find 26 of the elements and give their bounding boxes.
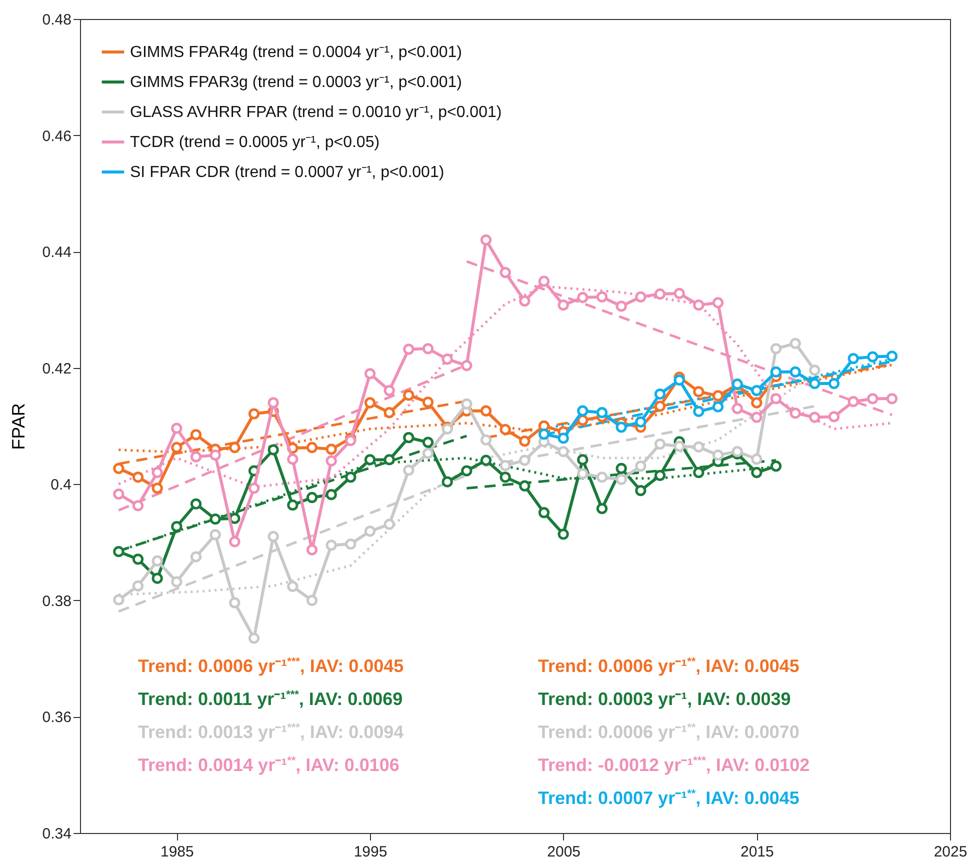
y-tick-label: 0.46 bbox=[42, 128, 72, 145]
x-tick-label: 2005 bbox=[547, 844, 581, 858]
y-tick-label: 0.34 bbox=[42, 826, 72, 842]
annotation: Trend: 0.0003 yr⁻¹, IAV: 0.0039 bbox=[538, 688, 791, 710]
legend-label: GIMMS FPAR3g (trend = 0.0003 yr⁻¹, p<0.001) bbox=[130, 74, 462, 91]
annotation: Trend: 0.0011 yr⁻¹$^{***}$, IAV: 0.0069 bbox=[138, 688, 403, 710]
y-tick-label: 0.44 bbox=[42, 244, 72, 262]
annotation: Trend: 0.0006 yr⁻¹$^{***}$, IAV: 0.0045 bbox=[138, 655, 404, 677]
y-tick-label: 0.36 bbox=[42, 709, 72, 726]
annotation: Trend: 0.0006 yr⁻¹$^{**}$, IAV: 0.0045 bbox=[538, 655, 800, 677]
annotation: Trend: -0.0012 yr⁻¹$^{***}$, IAV: 0.0102 bbox=[538, 754, 810, 776]
legend-label: SI FPAR CDR (trend = 0.0007 yr⁻¹, p<0.001) bbox=[130, 164, 444, 181]
y-tick-label: 0.48 bbox=[42, 12, 72, 28]
x-tick-label: 1985 bbox=[160, 844, 194, 858]
annotation: Trend: 0.0014 yr⁻¹$^{**}$, IAV: 0.0106 bbox=[138, 754, 400, 776]
legend-label: GLASS AVHRR FPAR (trend = 0.0010 yr⁻¹, p<0.001) bbox=[130, 104, 502, 121]
x-tick-label: 1995 bbox=[354, 844, 388, 858]
annotation: Trend: 0.0007 yr⁻¹$^{**}$, IAV: 0.0045 bbox=[538, 787, 800, 809]
y-tick-label: 0.4 bbox=[50, 476, 72, 494]
legend-label: GIMMS FPAR4g (trend = 0.0004 yr⁻¹, p<0.001) bbox=[130, 44, 462, 61]
legend-label: TCDR (trend = 0.0005 yr⁻¹, p<0.05) bbox=[130, 134, 380, 151]
y-tick-label: 0.38 bbox=[42, 592, 72, 610]
y-axis-title: FPAR bbox=[8, 403, 28, 450]
y-tick-label: 0.42 bbox=[42, 360, 72, 378]
x-tick-label: 2015 bbox=[740, 844, 774, 858]
x-tick-label: 2025 bbox=[934, 844, 968, 858]
